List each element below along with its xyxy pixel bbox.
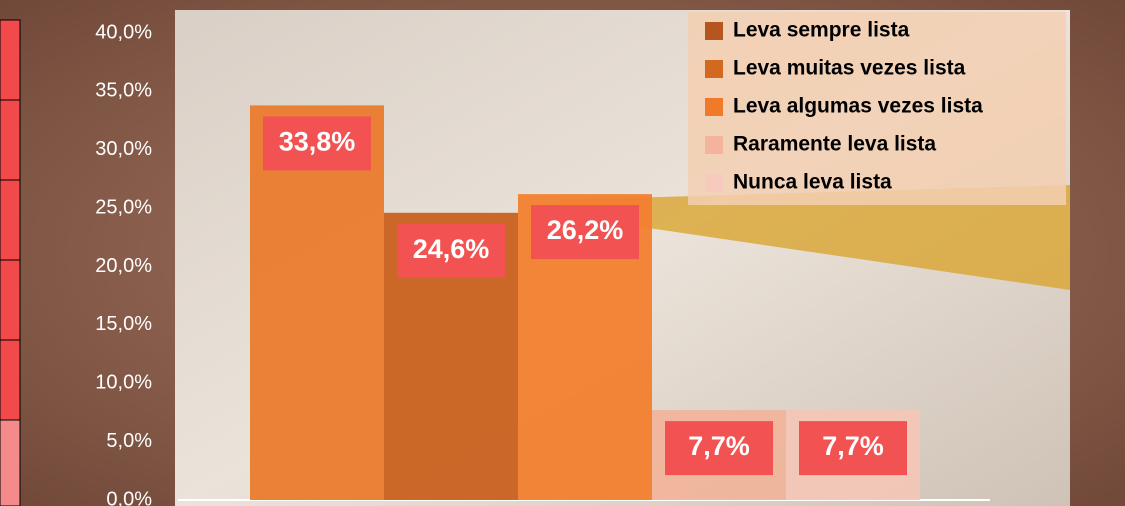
y-tick-label: 35,0%	[95, 80, 152, 102]
data-label-box	[397, 223, 505, 278]
strip-cell	[0, 179, 21, 261]
legend-swatch	[705, 98, 723, 116]
data-label-box	[665, 421, 773, 476]
y-tick-label: 5,0%	[106, 430, 152, 452]
legend-swatch	[705, 174, 723, 192]
y-tick-label: 10,0%	[95, 372, 152, 394]
strip-cell	[0, 259, 21, 341]
legend-label: Leva algumas vezes lista	[733, 95, 983, 118]
pencil	[560, 185, 1070, 290]
data-label: 24,6%	[413, 234, 490, 264]
data-label: 26,2%	[547, 215, 624, 245]
y-tick-label: 25,0%	[95, 196, 152, 218]
legend-swatch	[705, 60, 723, 78]
y-tick-label: 20,0%	[95, 255, 152, 277]
y-tick-label: 0,0%	[106, 488, 152, 506]
y-tick-label: 40,0%	[95, 21, 152, 43]
y-tick-label: 30,0%	[95, 138, 152, 160]
legend-label: Raramente leva lista	[733, 133, 936, 156]
legend-label: Leva sempre lista	[733, 19, 910, 42]
legend-swatch	[705, 136, 723, 154]
data-label-box	[531, 205, 639, 260]
data-label-box	[263, 116, 371, 171]
y-tick-label: 15,0%	[95, 313, 152, 335]
left-strip	[0, 19, 21, 506]
bar	[250, 105, 384, 500]
strip-cell	[0, 19, 21, 101]
data-label: 7,7%	[822, 431, 884, 461]
legend-label: Leva muitas vezes lista	[733, 57, 966, 80]
data-label: 7,7%	[688, 431, 750, 461]
data-label: 33,8%	[279, 127, 356, 157]
legend-box	[688, 12, 1066, 205]
strip-cell	[0, 339, 21, 421]
strip-cell	[0, 99, 21, 181]
legend-swatch	[705, 22, 723, 40]
strip-cell	[0, 419, 21, 506]
legend-label: Nunca leva lista	[733, 171, 892, 194]
data-label-box	[799, 421, 907, 476]
